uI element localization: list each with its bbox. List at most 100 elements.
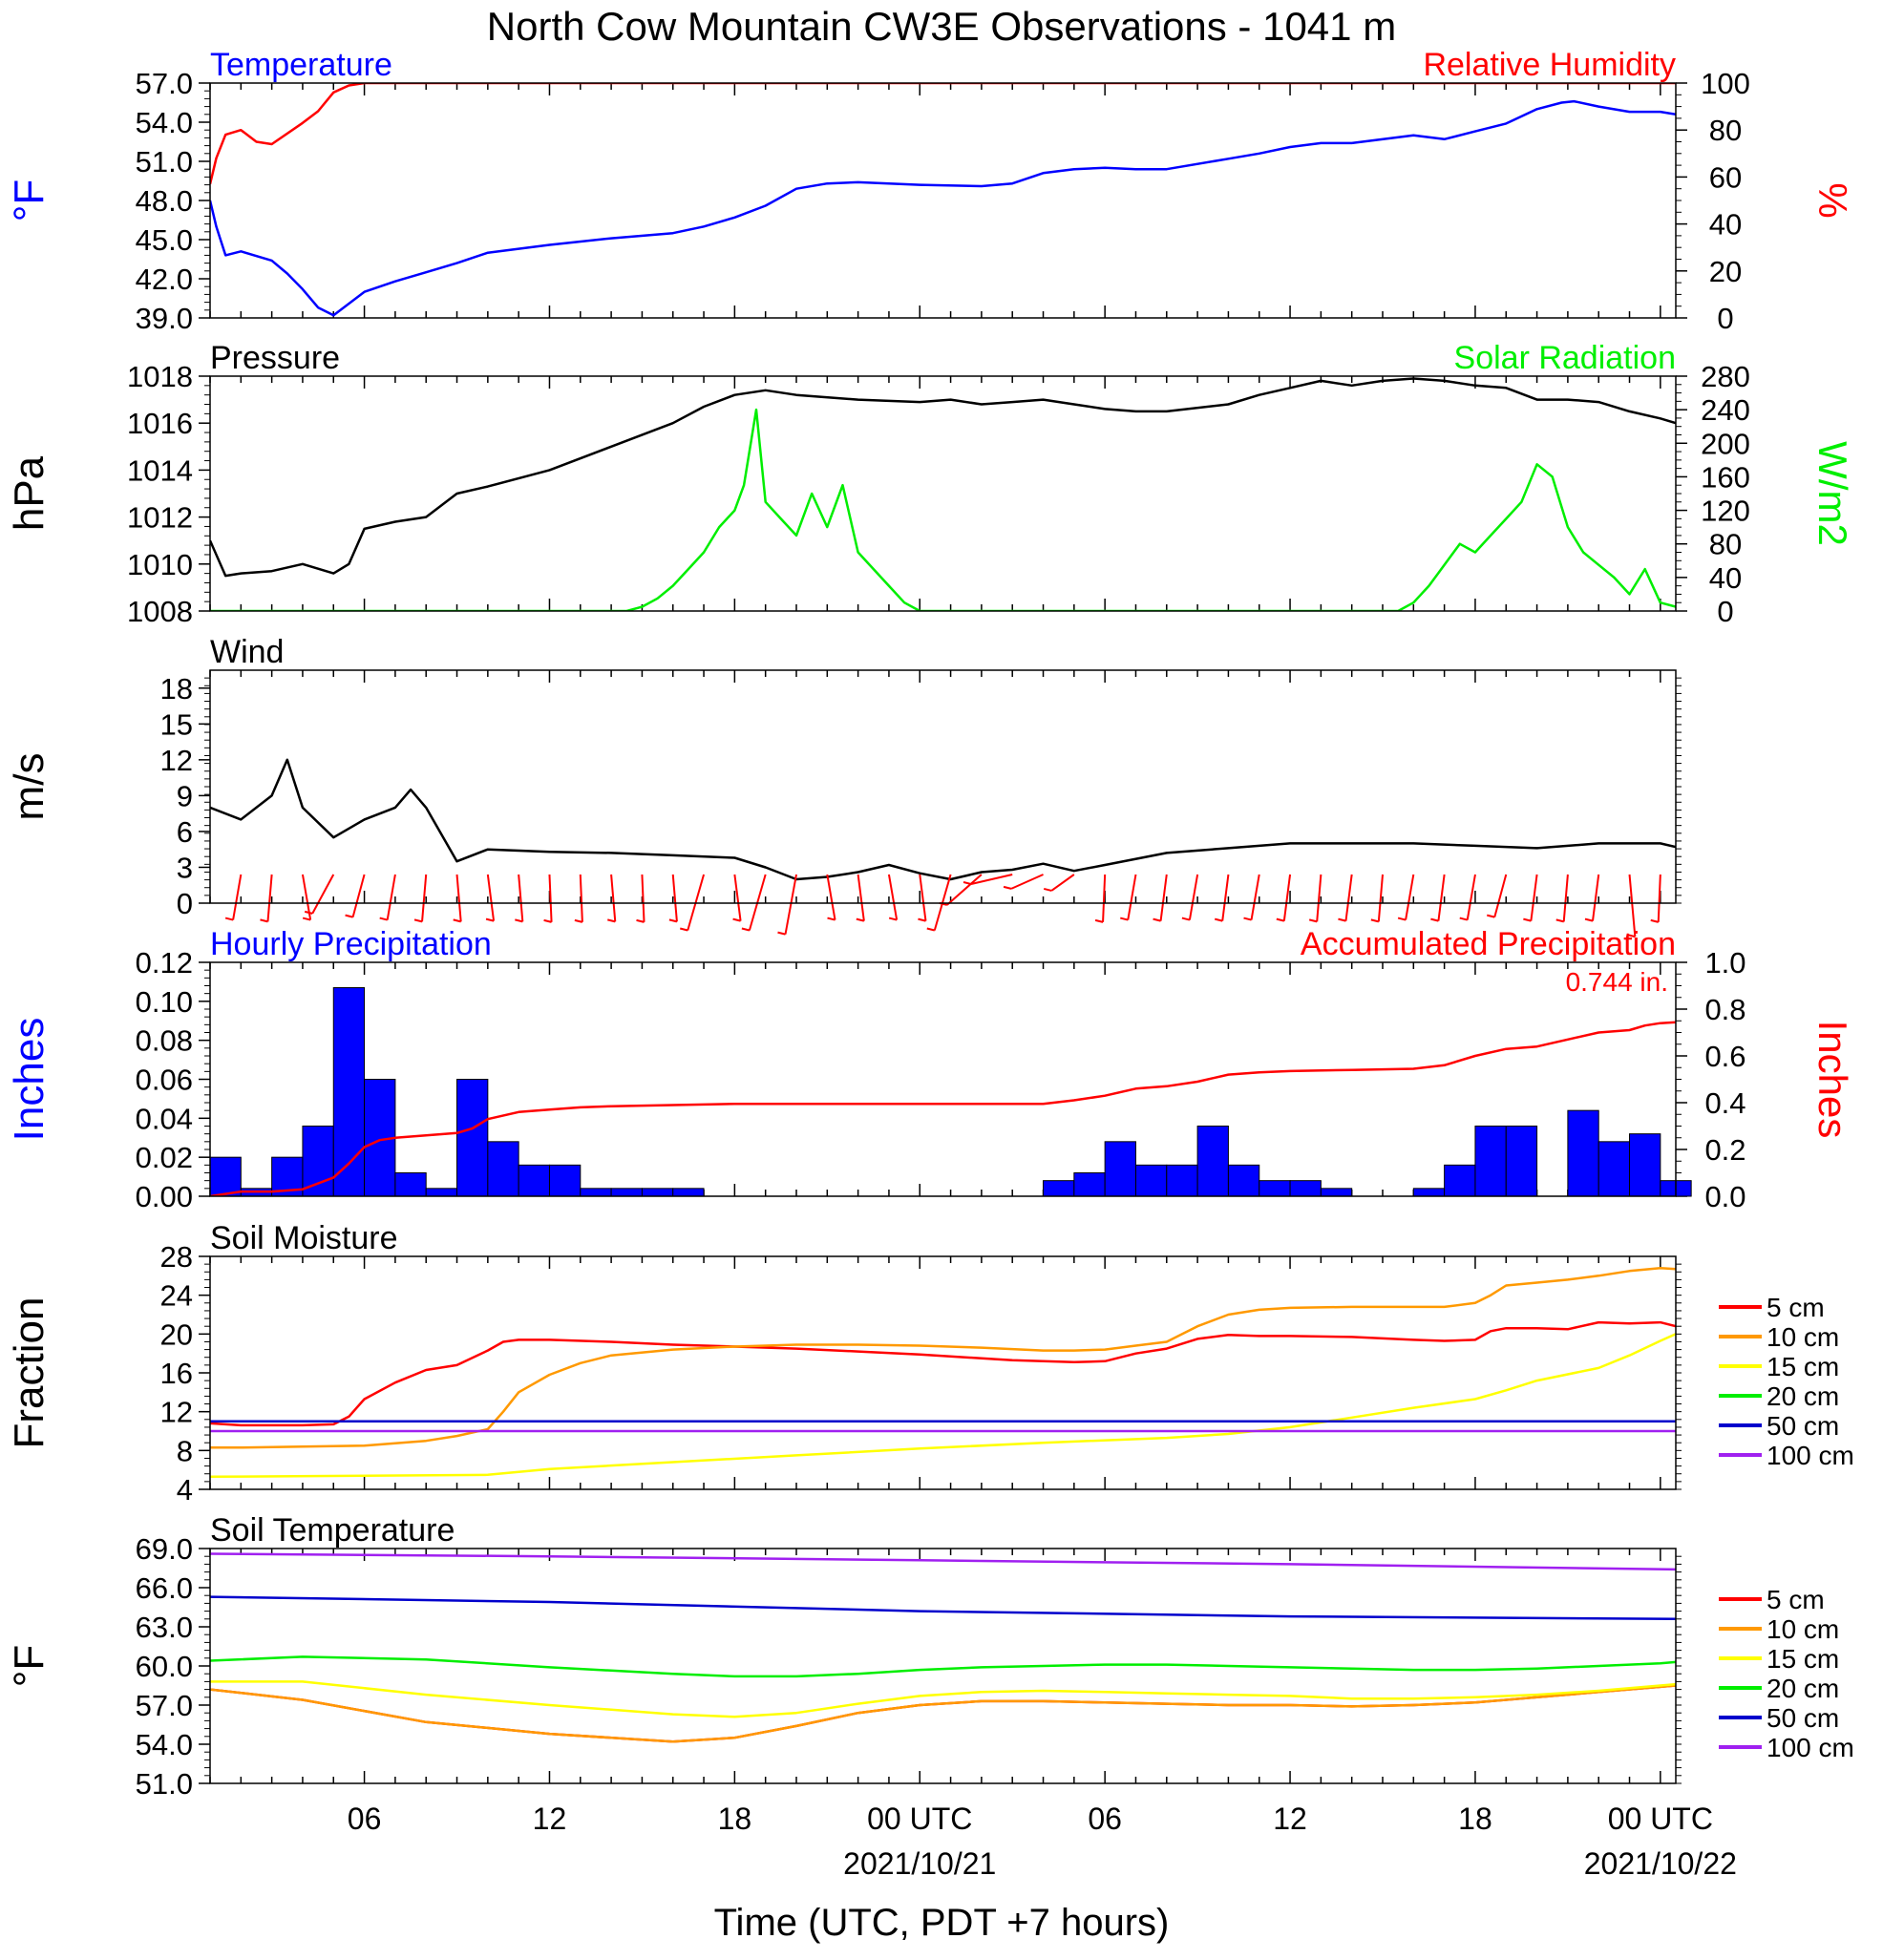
precip-bar (1474, 1126, 1507, 1197)
x-tick-label: 00 UTC (867, 1802, 972, 1836)
wind-barb-flag (515, 918, 523, 923)
legend-label: 15 cm (1767, 1644, 1839, 1674)
wind-barb (784, 874, 797, 935)
panel-title-left: Hourly Precipitation (210, 926, 492, 962)
panel-pressure: 1008 1010 1012 1014 1016 1018 0408012016020024… (6, 340, 1855, 628)
y-axis-label-left: hPa (6, 455, 53, 531)
panel-title-right: Accumulated Precipitation (1301, 926, 1676, 962)
wind-barb-flag (345, 914, 353, 918)
panel-frame (209, 1548, 1677, 1784)
y-axis-label-right: W/m2 (1810, 441, 1855, 546)
series-line-50-cm (210, 1595, 1676, 1621)
wind-barb (1530, 874, 1538, 921)
panel-title-left: Temperature (210, 47, 392, 83)
y-tick-label-right: 0.2 (1704, 1133, 1745, 1167)
precip-bar (456, 1079, 489, 1197)
panel-title-left: Soil Moisture (210, 1220, 398, 1256)
wind-barb (687, 874, 706, 931)
precip-bar (1505, 1126, 1538, 1197)
y-tick-label-right: 60 (1709, 160, 1742, 194)
legend-label: 50 cm (1767, 1703, 1839, 1733)
y-tick-label: 66.0 (136, 1571, 193, 1605)
y-tick-label-right: 200 (1701, 427, 1750, 460)
precip-bar (610, 1188, 643, 1197)
precip-bar (1289, 1180, 1322, 1197)
wind-barb (1466, 874, 1476, 920)
wind-barb-flag (379, 917, 388, 921)
y-tick-label: 0.10 (136, 985, 193, 1019)
y-tick-label: 69.0 (136, 1532, 193, 1566)
wind-barb (1221, 874, 1230, 921)
y-tick-label-right: 0 (1717, 302, 1733, 335)
y-tick-label: 15 (160, 707, 193, 741)
wind-barb (1493, 874, 1508, 917)
panel-frame (209, 669, 1677, 904)
panel-title-left: Pressure (210, 340, 340, 376)
precip-total-label: 0.744 in. (1566, 967, 1668, 997)
wind-barb-flag (888, 917, 898, 921)
y-tick-label-right: 0.6 (1704, 1040, 1745, 1073)
y-axis-label-right: Inches (1810, 1021, 1855, 1139)
y-axis-label-left: Inches (6, 1018, 53, 1142)
y-tick-label: 54.0 (136, 1728, 193, 1761)
y-tick-label: 54.0 (136, 106, 193, 139)
series-line-solar-radiation (210, 408, 1676, 611)
wind-barb (1657, 874, 1661, 922)
wind-barb-flag (224, 917, 234, 921)
y-tick-label: 1012 (127, 501, 193, 535)
wind-barb-flag (574, 918, 583, 923)
legend-label: 20 cm (1767, 1381, 1839, 1411)
wind-barb (518, 874, 524, 922)
x-axis-label: Time (UTC, PDT +7 hours) (714, 1902, 1170, 1944)
wind-barb-flag (1370, 918, 1380, 923)
wind-barb-flag (260, 918, 268, 923)
wind-barb (970, 874, 1013, 885)
y-axis-label-right: % (1810, 182, 1855, 218)
y-tick-label: 1010 (127, 548, 193, 581)
wind-barb-flag (856, 917, 865, 922)
wind-barb (671, 874, 678, 922)
wind-barb (641, 874, 645, 922)
precip-bar (1134, 1164, 1168, 1197)
legend-label: 5 cm (1767, 1293, 1825, 1322)
wind-barb (421, 874, 428, 922)
wind-barb (1628, 874, 1637, 938)
wind-barb-flag (1430, 917, 1439, 922)
x-tick-sublabel: 2021/10/22 (1584, 1846, 1737, 1881)
precip-bar (1104, 1141, 1136, 1197)
wind-barb-flag (1214, 917, 1223, 922)
wind-barb-flag (1555, 918, 1564, 923)
series-group (210, 1021, 1676, 1196)
series-line-100-cm (210, 1552, 1676, 1571)
wind-barb-flag (413, 918, 423, 923)
panel-title-right: Relative Humidity (1423, 47, 1676, 83)
panel-title-left: Soil Temperature (210, 1512, 455, 1549)
x-tick-label: 12 (533, 1802, 567, 1836)
y-tick-label: 3 (177, 851, 193, 884)
precip-bar (1043, 1180, 1075, 1197)
y-tick-label: 1008 (127, 595, 193, 628)
y-tick-label: 4 (177, 1473, 193, 1507)
y-tick-label: 63.0 (136, 1611, 193, 1644)
wind-barb (386, 874, 396, 920)
wind-barb-flag (1627, 934, 1636, 938)
panel-frame (209, 375, 1677, 612)
series-line-temperature (210, 99, 1676, 317)
panel-frame (209, 961, 1677, 1197)
wind-barb-flag (1650, 918, 1659, 923)
panel-temperature: 39.0 42.0 45.0 48.0 51.0 54.0 57.0 0 20 40 60 80 100… (6, 47, 1855, 335)
y-tick-label: 1014 (127, 453, 193, 487)
wind-barb (919, 874, 927, 921)
y-tick-label-right: 280 (1701, 360, 1750, 393)
y-tick-label: 51.0 (136, 1767, 193, 1801)
precip-bar (1196, 1126, 1229, 1197)
legend-label: 100 cm (1767, 1733, 1854, 1762)
wind-barb (1562, 874, 1569, 922)
wind-barb-flag (1308, 918, 1318, 923)
y-tick-label-right: 240 (1701, 393, 1750, 427)
legend-label: 10 cm (1767, 1322, 1839, 1352)
wind-barb (232, 874, 243, 920)
legend-label: 10 cm (1767, 1614, 1839, 1644)
precip-bar (518, 1164, 550, 1197)
